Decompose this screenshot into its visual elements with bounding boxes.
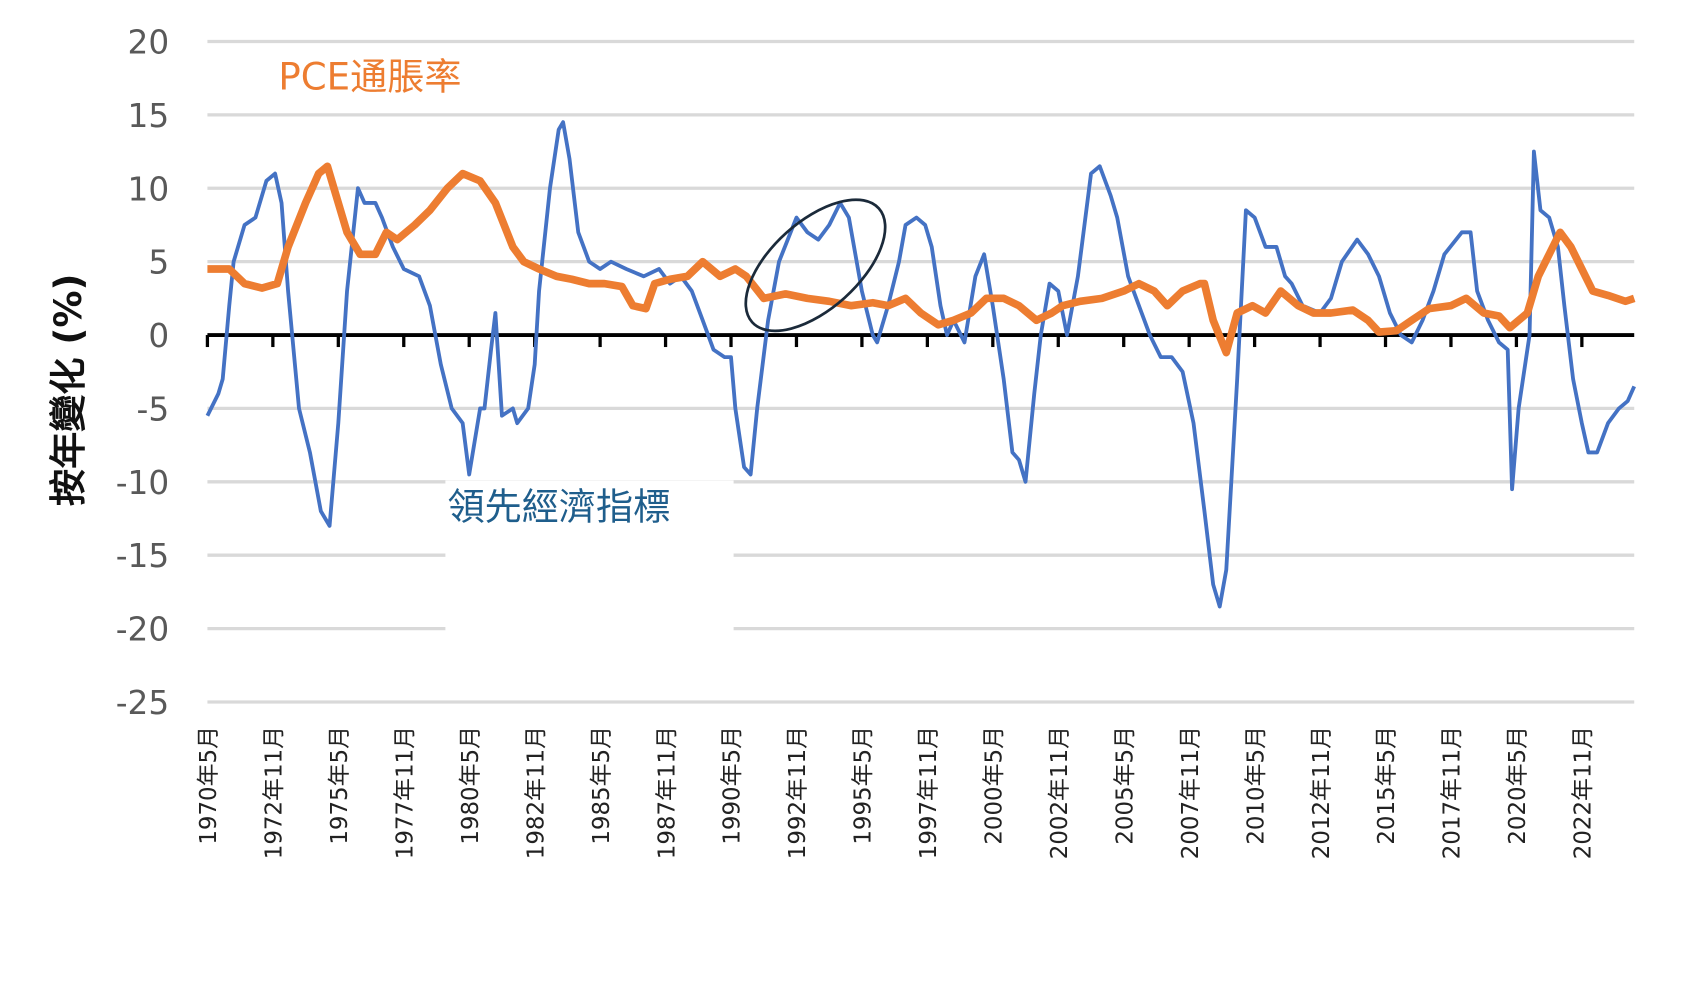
x-tick-label: 2022年11月 <box>1571 726 1597 859</box>
x-tick-label: 2010年5月 <box>1243 726 1269 845</box>
y-tick-label: -10 <box>116 464 169 502</box>
y-tick-label: 10 <box>128 170 170 208</box>
y-tick-label: 5 <box>148 244 169 282</box>
x-tick-label: 1970年5月 <box>196 726 222 845</box>
series-lines <box>205 120 1636 609</box>
x-tick-label: 1982年11月 <box>523 726 549 859</box>
x-tick-label: 1980年5月 <box>458 726 484 845</box>
leading-indicator-series-label: 領先經濟指標 <box>448 486 671 529</box>
x-tick-label: 1972年11月 <box>262 726 288 859</box>
y-tick-label: 15 <box>128 97 170 135</box>
y-tick-label: -20 <box>116 611 169 649</box>
highlight-ellipse <box>744 198 887 333</box>
y-tick-label: 20 <box>128 23 170 61</box>
y-tick-label: 0 <box>148 317 169 355</box>
x-tick-label: 1977年11月 <box>393 726 419 859</box>
x-axis: 1970年5月 1972年11月 1975年5月 1977年11月 1980年5月 198… <box>196 333 1635 859</box>
x-tick-label: 2002年11月 <box>1047 726 1073 859</box>
x-tick-label: 2017年11月 <box>1440 726 1466 859</box>
x-tick-label: 2007年11月 <box>1178 726 1204 859</box>
gridlines <box>207 39 1635 704</box>
x-tick-label: 2015年5月 <box>1374 726 1400 845</box>
y-tick-label: -5 <box>137 390 170 428</box>
x-tick-label: 1987年11月 <box>654 726 680 859</box>
x-tick-label: 1995年5月 <box>851 726 877 845</box>
x-tick-label: 1990年5月 <box>720 726 746 845</box>
label-background <box>445 480 734 645</box>
x-tick-label: 1997年11月 <box>916 726 942 859</box>
y-tick-label: -25 <box>116 684 169 722</box>
leading-indicator-line <box>205 120 1636 609</box>
y-axis-tick-labels: 20 15 10 5 0 -5 -10 -15 -20 -25 <box>116 23 169 721</box>
x-tick-label: 2012年11月 <box>1309 726 1335 859</box>
pce-series-label: PCE通脹率 <box>278 56 461 99</box>
x-tick-label: 2005年5月 <box>1112 726 1138 845</box>
x-tick-label: 1992年11月 <box>785 726 811 859</box>
y-tick-label: -15 <box>116 537 169 575</box>
x-tick-label: 2000年5月 <box>982 726 1008 845</box>
x-tick-label: 1985年5月 <box>589 726 615 845</box>
y-axis-title: 按年變化 (%) <box>47 274 90 506</box>
pce-inflation-line <box>207 162 1636 357</box>
x-tick-label: 1975年5月 <box>327 726 353 845</box>
x-tick-label: 2020年5月 <box>1505 726 1531 845</box>
